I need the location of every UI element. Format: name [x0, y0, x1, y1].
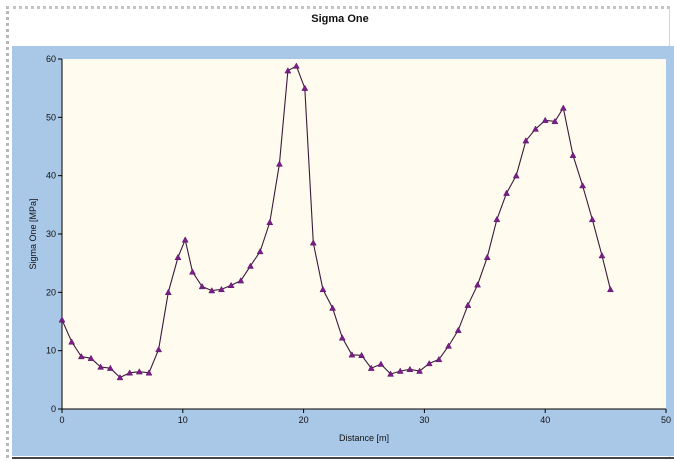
data-point-marker	[145, 369, 153, 376]
x-tick-label: 10	[178, 415, 188, 425]
data-point-marker	[435, 355, 443, 363]
y-axis-label: Sigma One [MPa]	[28, 198, 38, 269]
data-point-marker	[406, 365, 414, 372]
data-point-marker	[474, 281, 481, 288]
data-point-marker	[551, 117, 559, 125]
data-point-marker	[155, 345, 163, 353]
data-point-marker	[425, 359, 433, 367]
data-point-marker	[256, 247, 264, 255]
data-point-marker	[329, 304, 337, 311]
data-point-marker	[338, 334, 346, 341]
y-tick-label: 40	[46, 171, 56, 181]
x-tick-label: 40	[540, 415, 550, 425]
data-point-marker	[607, 285, 614, 293]
data-point-marker	[541, 116, 549, 123]
data-point-marker	[377, 360, 385, 367]
series-layer	[58, 62, 614, 381]
data-point-marker	[77, 352, 85, 360]
data-point-marker	[58, 316, 66, 323]
data-point-marker	[319, 285, 327, 293]
x-tick-label: 50	[661, 415, 671, 425]
data-point-marker	[116, 373, 124, 381]
data-point-marker	[445, 342, 452, 349]
data-point-marker	[97, 363, 105, 370]
data-point-marker	[208, 287, 216, 294]
data-point-marker	[348, 351, 356, 358]
x-tick-label: 30	[419, 415, 429, 425]
data-point-marker	[106, 364, 114, 371]
data-point-marker	[174, 253, 182, 260]
x-tick-label: 20	[299, 415, 309, 425]
data-point-marker	[579, 182, 587, 189]
data-point-marker	[276, 160, 283, 167]
data-point-marker	[198, 282, 206, 290]
data-point-marker	[87, 354, 95, 361]
data-point-marker	[237, 277, 245, 284]
data-point-marker	[396, 367, 404, 374]
data-point-marker	[503, 189, 510, 196]
x-axis-label: Distance [m]	[339, 433, 389, 443]
chart-header: Sigma One	[12, 10, 668, 46]
data-point-marker	[292, 62, 300, 69]
data-point-marker	[464, 301, 472, 308]
data-point-marker	[189, 268, 196, 275]
data-point-marker	[493, 215, 501, 223]
x-tick-label: 0	[59, 415, 64, 425]
data-point-marker	[387, 370, 395, 377]
data-point-marker	[367, 364, 375, 371]
data-point-marker	[598, 252, 606, 259]
data-point-marker	[309, 239, 317, 246]
y-tick-label: 30	[46, 229, 56, 239]
data-point-marker	[358, 351, 366, 358]
data-point-marker	[247, 262, 254, 269]
y-tick-label: 60	[46, 54, 56, 64]
data-point-marker	[284, 67, 292, 74]
data-point-marker	[68, 338, 76, 345]
data-point-marker	[218, 285, 225, 293]
axis-ticks: 0 10 20 30 40 50 0 10 20 30 40 50 60	[46, 54, 671, 425]
data-point-marker	[126, 369, 134, 376]
data-point-marker	[301, 84, 309, 91]
data-point-marker	[416, 367, 423, 374]
data-point-marker	[135, 368, 143, 375]
data-point-marker	[483, 253, 491, 260]
data-point-marker	[559, 104, 567, 111]
data-point-marker	[266, 218, 274, 225]
y-tick-label: 20	[46, 287, 56, 297]
data-point-marker	[532, 125, 539, 132]
y-tick-label: 10	[46, 346, 56, 356]
data-point-marker	[164, 288, 172, 295]
data-point-marker	[522, 137, 530, 144]
bottom-border	[12, 457, 674, 459]
data-point-marker	[569, 151, 577, 158]
data-point-marker	[227, 281, 235, 288]
data-point-marker	[181, 236, 189, 243]
data-point-marker	[512, 172, 520, 179]
chart-title: Sigma One	[311, 13, 369, 25]
data-point-marker	[588, 215, 596, 223]
y-tick-label: 0	[51, 404, 56, 414]
y-tick-label: 50	[46, 112, 56, 122]
data-point-marker	[454, 326, 462, 333]
